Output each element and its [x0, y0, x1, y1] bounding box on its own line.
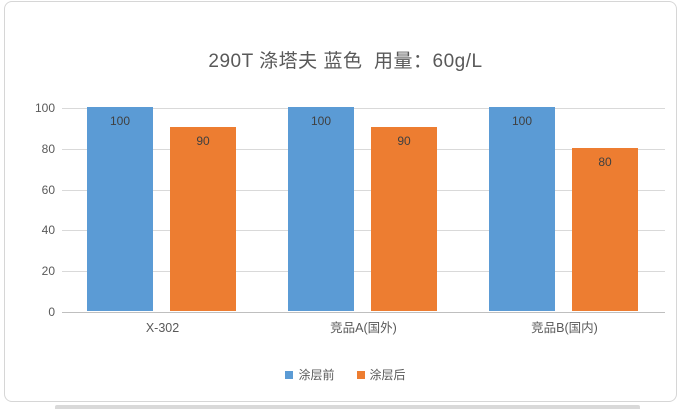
bar-涂层后-X-302[interactable]: 90 [170, 127, 236, 311]
plot-area: 100 90 100 90 100 80 [62, 107, 665, 313]
legend-label: 涂层前 [298, 368, 335, 382]
gridline-y-40 [62, 230, 665, 232]
legend: 涂层前 涂层后 [9, 366, 681, 384]
y-tick-label-0: 0 [48, 305, 55, 319]
chart-title: 290T 涤塔夫 蓝色 用量：60g/L [208, 51, 483, 72]
x-tick-label-竞品A(国外): 竞品A(国外) [330, 321, 397, 335]
bar-涂层后-竞品B(国内)[interactable]: 80 [572, 147, 638, 311]
y-tick-label-100: 100 [34, 101, 55, 115]
bar-涂层后-竞品A(国外)[interactable]: 90 [371, 127, 437, 311]
bar-data-label: 80 [598, 154, 612, 169]
gridline-y-80 [62, 148, 665, 150]
y-tick-label-60: 60 [41, 182, 55, 197]
gridline-y-60 [62, 189, 665, 191]
y-tick-label-40: 40 [41, 223, 55, 238]
legend-swatch-icon [285, 371, 294, 379]
x-axis-line [62, 312, 665, 313]
bar-涂层前-X-302[interactable]: 100 [87, 107, 153, 311]
bar-data-label: 100 [310, 114, 332, 128]
bar-data-label: 90 [397, 134, 411, 149]
bar-涂层前-竞品B(国内)[interactable]: 100 [489, 107, 555, 311]
x-tick-label-X-302: X-302 [145, 321, 180, 335]
x-tick-label-竞品B(国内): 竞品B(国内) [531, 321, 598, 335]
next-chart-top-edge [55, 405, 640, 409]
legend-item-涂层前[interactable]: 涂层前 [285, 368, 335, 382]
legend-label: 涂层后 [369, 368, 406, 382]
bar-data-label: 90 [196, 134, 210, 149]
legend-swatch-icon [356, 371, 365, 379]
y-tick-label-80: 80 [41, 141, 55, 156]
chart-frame: 290T 涤塔夫 蓝色 用量：60g/L 100 90 100 90 100 80 0 20… [4, 1, 677, 402]
bar-data-label: 100 [511, 114, 533, 128]
legend-item-涂层后[interactable]: 涂层后 [356, 368, 406, 382]
gridline-y-100 [62, 108, 665, 109]
y-tick-label-20: 20 [41, 264, 55, 279]
gridline-y-20 [62, 271, 665, 273]
bar-data-label: 100 [109, 114, 131, 128]
bar-涂层前-竞品A(国外)[interactable]: 100 [288, 107, 354, 311]
